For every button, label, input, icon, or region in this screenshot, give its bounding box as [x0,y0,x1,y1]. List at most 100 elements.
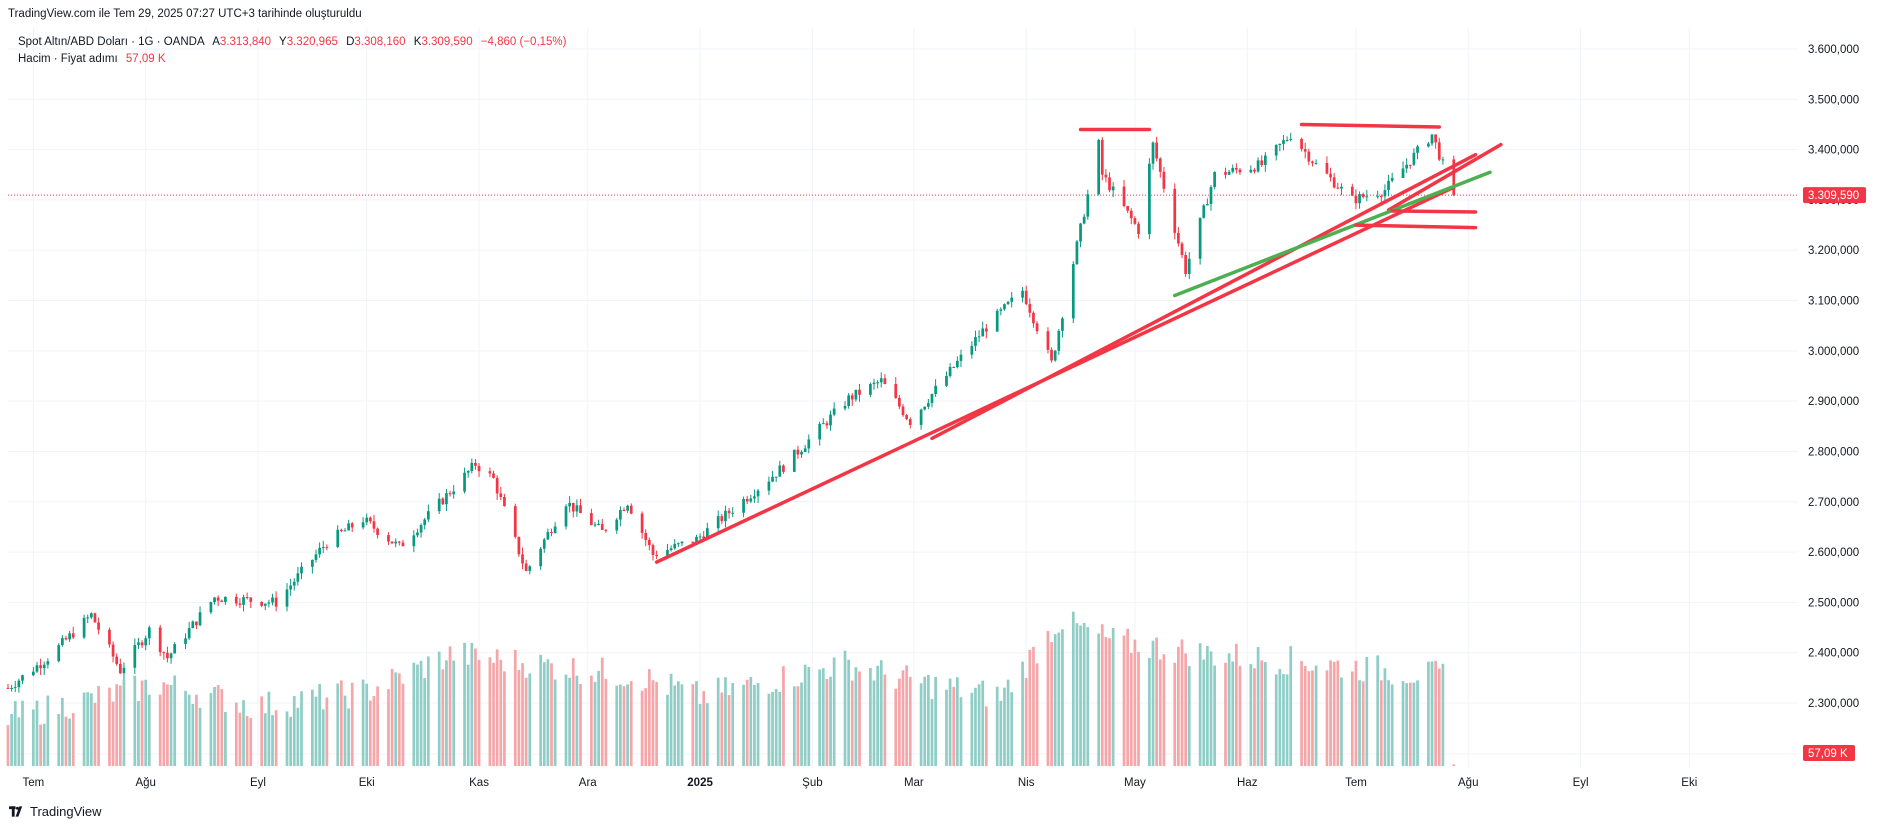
low-label: D [346,36,355,48]
candle-body [553,526,557,533]
candle-body [503,497,506,507]
candle-body [1430,134,1434,144]
volume-bar [336,683,340,766]
candle-body [934,385,937,394]
price-axis-tick: 2.700,000 [1808,497,1859,509]
volume-bar [818,669,822,766]
symbol-name[interactable]: Spot Altın/ABD Doları · 1G · OANDA [18,36,205,48]
last-price-label-text: 3.309,590 [1808,190,1859,202]
volume-bar [597,670,600,766]
candle-body [600,523,604,530]
candle-body [285,589,289,607]
candle-body [1441,159,1445,161]
candle-body [1129,210,1133,219]
candle-body [1354,195,1358,204]
last-price-label-bg [1803,187,1866,204]
volume-legend[interactable]: Hacim · Fiyat adımı 57,09 K [18,53,166,65]
price-axis[interactable]: 3.600,0003.500,0003.400,0003.300,0003.20… [1808,44,1859,761]
volume-bar [1003,687,1006,766]
candle-body [474,462,477,466]
candle-body [13,687,17,689]
volume-bar [934,676,937,766]
candle-body [869,384,872,395]
volume-bar [977,684,981,766]
candle-body [995,310,999,332]
volume-bar [71,713,75,766]
candle-body [336,529,340,547]
volume-bar [419,660,423,766]
candle-body [39,665,42,669]
volume-bar [564,674,568,766]
time-axis-tick: Eki [359,777,375,789]
candle-body [792,449,796,472]
candle-body [470,462,474,471]
volume-bar [394,672,398,766]
symbol-legend[interactable]: Spot Altın/ABD Doları · 1G · OANDA A3.31… [18,36,566,48]
time-axis-tick: Tem [22,777,44,789]
volume-bar [1278,669,1282,766]
time-axis[interactable]: Tem Ağu Eyl Eki Kas Ara 2025 Şub Mar Nis May Haz Tem… [22,777,1697,789]
candle-body [517,536,521,555]
volume-bar [521,663,524,766]
volume-bar [1253,668,1256,766]
candle-body [1213,171,1216,188]
candle-body [898,397,901,407]
time-axis-tick: Nis [1018,777,1035,789]
volume-bar [82,692,86,766]
volume-bar [249,718,253,766]
candle-body [292,581,296,586]
volume-bar [1314,665,1318,766]
price-axis-tick: 3.000,000 [1808,346,1859,358]
trendlines[interactable] [654,122,1503,564]
volume-bar [57,713,61,766]
volume-bar [144,679,148,766]
candle-body [347,523,350,531]
candle-body [1097,139,1101,195]
volume-bar [590,675,593,766]
candle-body [1274,145,1278,156]
candle-body [448,493,452,495]
candle-body [1046,331,1050,350]
price-axis-tick: 2.400,000 [1808,648,1859,660]
candle-body [731,512,735,514]
candle-body [644,532,648,540]
candle-body [575,505,579,512]
last-volume-label-bg [1803,745,1855,761]
price-axis-tick: 2.900,000 [1808,396,1859,408]
candle-body [1028,304,1032,313]
candle-body [1075,241,1079,265]
candle-body [35,665,39,672]
candle-body [1325,162,1329,174]
volume-bar [869,667,872,766]
volume-bar [289,716,292,766]
volume-bar [1126,628,1130,766]
candle-body [803,448,807,452]
tradingview-brand[interactable]: TradingView [9,804,102,819]
volume-bar [1148,657,1151,766]
candle-body [1387,180,1390,191]
volume-bar [1376,655,1380,766]
volume-bar [803,664,807,766]
volume-bar [245,715,249,766]
candle-body [17,680,21,688]
candle-body [1133,218,1137,224]
volume-bar [1387,680,1390,766]
candle-body [716,516,720,529]
candle-body [727,510,731,514]
volume-bar [474,648,477,766]
volume-indicator-name[interactable]: Hacim · Fiyat adımı [18,53,118,65]
volume-bar [137,701,140,766]
candle-body [376,528,379,536]
candle-body [1416,146,1419,153]
candle-body [419,525,423,533]
volume-bar [1155,637,1159,766]
candle-body [445,493,448,505]
volume-bar [368,700,372,766]
volume-bar [1227,653,1231,766]
candle-body [1151,142,1155,164]
volume-bar [1129,653,1133,766]
volume-bar [615,685,619,766]
candle-body [767,481,771,491]
volume-bar [604,678,608,766]
